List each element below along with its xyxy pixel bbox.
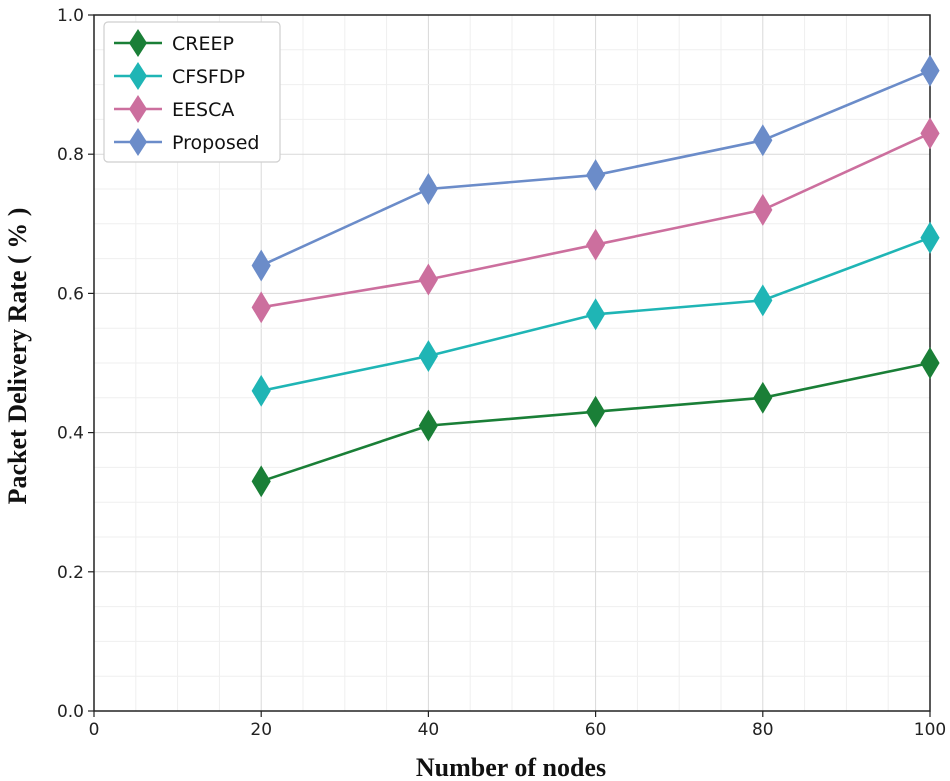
data-point [251, 249, 271, 282]
grid [94, 15, 930, 711]
x-tick-label: 20 [250, 720, 272, 740]
y-tick-label: 0.8 [57, 145, 84, 165]
legend-marker [129, 128, 147, 156]
y-tick-label: 0.4 [57, 424, 84, 444]
data-point [251, 374, 271, 407]
data-point [251, 465, 271, 498]
legend-marker [129, 62, 147, 90]
data-point [418, 340, 438, 373]
data-point [753, 381, 773, 414]
data-point [418, 409, 438, 442]
x-tick-label: 60 [585, 720, 607, 740]
data-point [753, 124, 773, 157]
series-proposed [251, 54, 940, 282]
data-point [586, 228, 606, 261]
data-point [586, 298, 606, 331]
legend-item: EESCA [114, 95, 234, 123]
data-point [586, 395, 606, 428]
x-axis-title: Number of nodes [416, 753, 606, 781]
data-point [251, 291, 271, 324]
legend-marker [129, 95, 147, 123]
data-point [920, 221, 940, 254]
series-eesca [251, 117, 940, 324]
x-tick-label: 100 [914, 720, 946, 740]
data-point [920, 117, 940, 150]
x-tick-label: 80 [752, 720, 774, 740]
y-tick-label: 1.0 [57, 6, 84, 26]
axes: 0 20 40 60 80 100 0.0 0.2 0.4 0.6 0.8 1.0 [57, 6, 946, 740]
legend-box [103, 21, 281, 163]
series-creep [251, 347, 940, 498]
data-point [920, 347, 940, 379]
legend-item: CREEP [114, 29, 234, 57]
series-layer [251, 54, 940, 498]
data-point [753, 193, 773, 226]
x-tick-label: 0 [89, 720, 100, 740]
y-axis-title: Packet Delivery Rate ( % ) [3, 208, 32, 505]
legend-label: Proposed [172, 132, 259, 154]
legend-marker [129, 29, 147, 57]
legend-label: CFSFDP [172, 66, 245, 88]
x-tick-label: 40 [418, 720, 440, 740]
legend-label: CREEP [172, 33, 234, 55]
data-point [586, 159, 606, 192]
y-tick-label: 0.2 [57, 563, 84, 583]
data-point [418, 263, 438, 296]
series-cfsfdp [251, 221, 940, 407]
data-point [920, 54, 940, 87]
legend: CREEP CFSFDP EESCA Proposed [103, 21, 281, 163]
legend-item: CFSFDP [114, 62, 245, 90]
y-tick-label: 0.6 [57, 284, 84, 304]
data-point [418, 173, 438, 205]
y-tick-label: 0.0 [57, 702, 84, 722]
data-point [753, 284, 773, 317]
legend-item: Proposed [114, 128, 259, 156]
legend-label: EESCA [172, 99, 234, 121]
